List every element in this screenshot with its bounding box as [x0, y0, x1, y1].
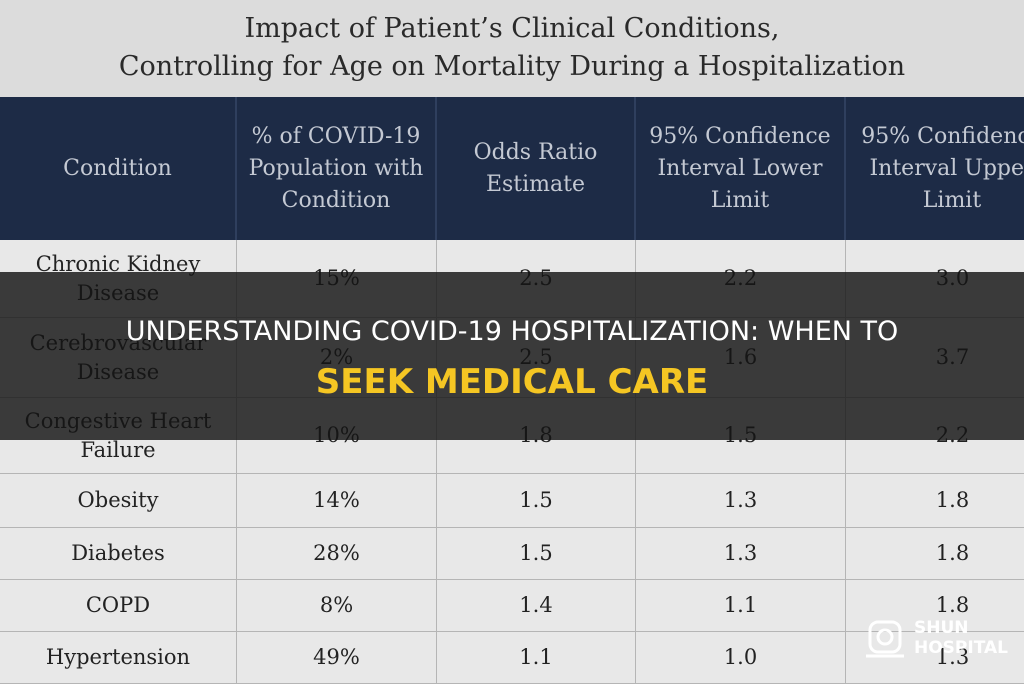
logo-icon: [866, 620, 904, 658]
table-cell: 1.3: [846, 632, 1024, 684]
table-cell: 1.5: [437, 474, 636, 528]
header-cell: Condition: [0, 97, 237, 240]
table-cell: 49%: [237, 632, 437, 684]
header-cell: Odds Ratio Estimate: [437, 97, 636, 240]
banner: UNDERSTANDING COVID-19 HOSPITALIZATION: …: [0, 272, 1024, 440]
table-title: Impact of Patient’s Clinical Conditions,…: [0, 0, 1024, 97]
table-cell: 1.1: [636, 580, 846, 632]
table-cell: COPD: [0, 580, 237, 632]
title-line: Impact of Patient’s Clinical Conditions,: [244, 13, 780, 44]
table-cell: Hypertension: [0, 632, 237, 684]
logo: SHUN HOSPITAL: [862, 616, 1012, 662]
header-cell: % of COVID-19 Population with Condition: [237, 97, 437, 240]
table-cell: Obesity: [0, 474, 237, 528]
table-cell: 14%: [237, 474, 437, 528]
table-cell: 8%: [237, 580, 437, 632]
title-line: Controlling for Age on Mortality During …: [118, 51, 906, 82]
banner-line: SEEK MEDICAL CARE: [315, 362, 709, 402]
table-cell: 1.0: [636, 632, 846, 684]
table-cell: 1.3: [636, 474, 846, 528]
table-cell: 1.1: [437, 632, 636, 684]
table-cell: 1.8: [846, 474, 1024, 528]
table-cell: 1.4: [437, 580, 636, 632]
header-cell: 95% Confidence Interval Lower Limit: [636, 97, 846, 240]
table-cell: 28%: [237, 528, 437, 580]
logo-text: SHUN: [914, 618, 969, 638]
table-cell: 1.3: [636, 528, 846, 580]
logo-text: HOSPITAL: [914, 638, 1008, 658]
table-cell: 1.5: [437, 528, 636, 580]
header-cell: 95% Confidence Interval Upper Limit: [846, 97, 1024, 240]
table-cell: Diabetes: [0, 528, 237, 580]
table-cell: 1.8: [846, 528, 1024, 580]
banner-line: UNDERSTANDING COVID-19 HOSPITALIZATION: …: [125, 316, 899, 347]
